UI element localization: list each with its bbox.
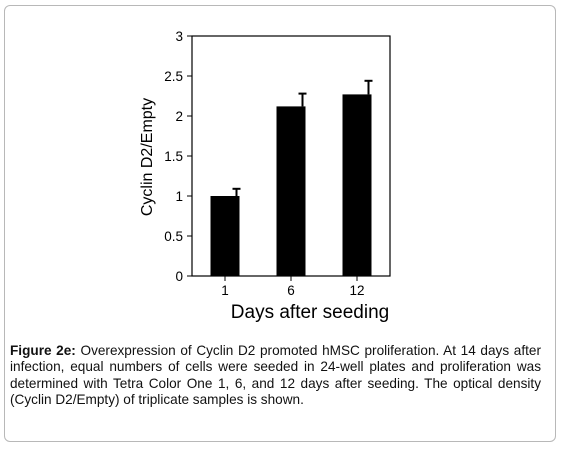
bar bbox=[342, 94, 372, 277]
chart-bars bbox=[210, 79, 373, 277]
y-tick-label: 0.5 bbox=[164, 229, 183, 244]
x-axis-label: Days after seeding bbox=[231, 302, 389, 323]
y-tick-label: 2.5 bbox=[164, 69, 183, 84]
bar-chart: 0 0.5 1 1.5 2 2.5 3 1 6 12 Cyclin D2/Empty Days a… bbox=[139, 29, 391, 323]
chart-ticks: 0 0.5 1 1.5 2 2.5 3 1 6 12 bbox=[164, 29, 364, 298]
y-tick-label: 1.5 bbox=[164, 149, 183, 164]
x-tick-label: 6 bbox=[287, 283, 295, 298]
x-tick-label: 1 bbox=[221, 283, 229, 298]
caption-text: Overexpression of Cyclin D2 promoted hMS… bbox=[10, 343, 541, 408]
bar bbox=[210, 196, 240, 276]
y-tick-label: 2 bbox=[175, 109, 183, 124]
y-tick-label: 3 bbox=[175, 29, 183, 44]
caption-label: Figure 2e: bbox=[10, 343, 76, 358]
figure-caption: Figure 2e: Overexpression of Cyclin D2 p… bbox=[10, 343, 541, 409]
y-tick-label: 1 bbox=[175, 189, 183, 204]
x-tick-label: 12 bbox=[349, 283, 364, 298]
bar bbox=[276, 106, 306, 277]
y-axis-label: Cyclin D2/Empty bbox=[139, 98, 156, 216]
y-tick-label: 0 bbox=[175, 269, 183, 284]
